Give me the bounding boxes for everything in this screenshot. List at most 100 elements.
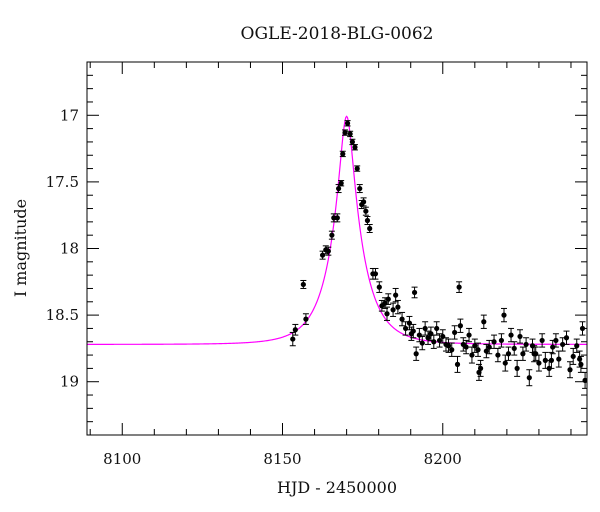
axis-ticks — [87, 61, 587, 436]
point-marker — [372, 271, 379, 277]
point-marker — [357, 185, 363, 192]
y-tick-label: 18.5 — [46, 306, 79, 324]
point-marker — [431, 339, 437, 345]
x-tick-label: 8100 — [103, 450, 141, 468]
point-marker — [290, 336, 296, 342]
y-axis-label: I magnitude — [11, 199, 30, 297]
point-marker — [560, 341, 566, 348]
data-point — [425, 330, 432, 345]
point-marker — [542, 357, 548, 363]
point-marker — [361, 199, 367, 205]
point-marker — [567, 367, 573, 373]
point-marker — [342, 130, 348, 136]
data-point — [535, 354, 542, 372]
point-marker — [579, 325, 586, 332]
point-marker — [344, 120, 351, 126]
data-point — [413, 346, 420, 361]
point-marker — [384, 311, 390, 317]
data-point — [376, 281, 383, 293]
point-marker — [463, 344, 469, 350]
data-point — [552, 333, 559, 348]
data-point — [339, 150, 346, 158]
plot-frame — [86, 61, 588, 436]
data-point — [502, 354, 509, 372]
data-point — [344, 120, 351, 127]
x-axis-label: HJD - 2450000 — [277, 478, 397, 497]
data-point — [456, 281, 463, 293]
point-marker — [411, 289, 418, 296]
data-point — [523, 337, 530, 352]
point-marker — [523, 341, 529, 348]
data-point — [475, 342, 482, 357]
point-marker — [385, 296, 391, 302]
point-marker — [349, 139, 355, 145]
point-marker — [483, 348, 489, 354]
point-marker — [495, 352, 501, 358]
data-point — [342, 129, 349, 136]
point-marker — [347, 131, 353, 137]
data-point — [475, 363, 482, 381]
point-marker — [425, 335, 431, 341]
x-tick-label: 8150 — [263, 450, 301, 468]
point-marker — [472, 343, 478, 349]
data-point — [300, 279, 307, 289]
point-marker — [338, 180, 344, 186]
data-point — [419, 335, 426, 351]
data-point — [338, 180, 345, 187]
point-marker — [517, 333, 523, 340]
data-point — [433, 321, 440, 336]
data-point — [289, 331, 296, 347]
data-point — [526, 369, 533, 387]
point-marker — [475, 347, 481, 353]
point-marker — [334, 215, 340, 221]
point-marker — [436, 337, 443, 344]
data-point — [325, 246, 332, 256]
point-marker — [363, 208, 369, 214]
data-point — [372, 267, 379, 280]
data-point — [457, 318, 464, 333]
data-point — [570, 347, 577, 365]
point-marker — [476, 369, 482, 375]
point-marker — [376, 284, 382, 290]
data-point — [302, 313, 309, 325]
data-point — [508, 327, 515, 343]
point-marker — [395, 304, 401, 310]
point-marker — [582, 377, 587, 383]
point-marker — [508, 332, 514, 338]
data-point — [411, 286, 418, 299]
data-point — [292, 323, 299, 336]
data-point — [531, 345, 538, 363]
point-marker — [553, 337, 559, 344]
chart-title: OGLE-2018-BLG-0062 — [241, 24, 434, 44]
point-marker — [303, 316, 309, 322]
data-point — [498, 333, 505, 348]
point-marker — [556, 356, 562, 362]
data-point — [519, 346, 526, 361]
data-point — [436, 333, 443, 348]
point-marker — [413, 351, 419, 357]
data-point — [480, 314, 487, 329]
point-marker — [511, 345, 517, 352]
data-point — [466, 327, 473, 343]
y-tick-label: 17.5 — [46, 173, 79, 191]
x-tick-label: 8200 — [424, 450, 462, 468]
data-point — [559, 337, 566, 352]
point-marker — [526, 375, 532, 381]
data-point — [483, 343, 490, 359]
point-marker — [491, 339, 497, 345]
point-marker — [325, 248, 331, 254]
point-marker — [434, 325, 440, 332]
data-point — [351, 144, 358, 151]
data-point — [390, 302, 397, 317]
data-point — [567, 361, 574, 379]
point-marker — [502, 360, 508, 366]
data-point — [471, 338, 478, 353]
data-point — [385, 293, 392, 305]
axis-tick-labels: 8100 8150 8200 17 17.5 18 18.5 19 — [46, 106, 462, 468]
data-point — [491, 334, 498, 349]
data-point — [548, 351, 555, 369]
data-point — [468, 346, 475, 364]
data-points — [289, 120, 587, 389]
data-point — [500, 307, 507, 323]
point-marker — [536, 360, 542, 366]
